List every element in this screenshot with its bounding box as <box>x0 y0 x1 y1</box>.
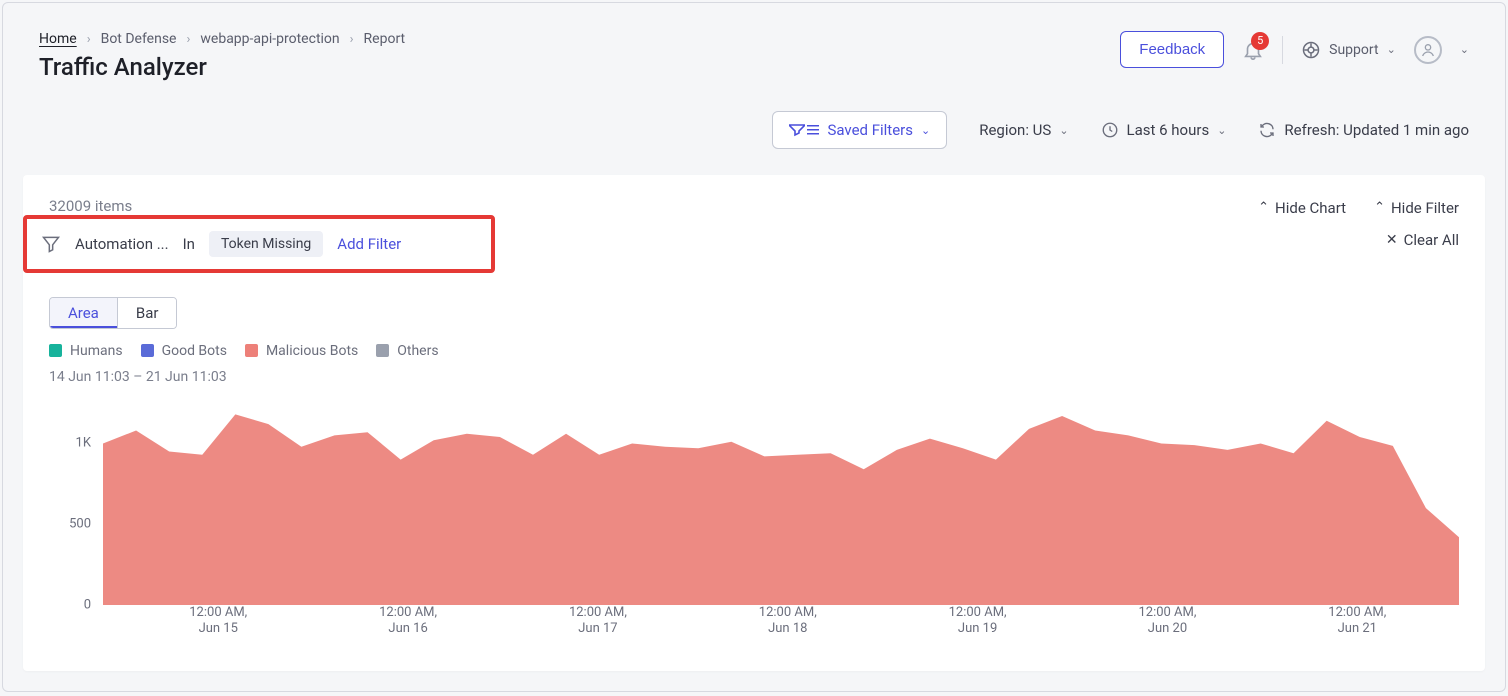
x-tick-label: 12:00 AM,Jun 17 <box>569 605 627 639</box>
chart-legend: Humans Good Bots Malicious Bots Others <box>49 343 1459 359</box>
chevron-right-icon: › <box>350 32 354 47</box>
date-range-label: 14 Jun 11:03 – 21 Jun 11:03 <box>49 369 1459 385</box>
legend-label: Malicious Bots <box>266 343 358 359</box>
hide-filter-button[interactable]: ⌃ Hide Filter <box>1374 199 1459 217</box>
header-bar: Home › Bot Defense › webapp-api-protecti… <box>3 3 1505 93</box>
header-left: Home › Bot Defense › webapp-api-protecti… <box>39 31 405 81</box>
hide-filter-label: Hide Filter <box>1391 199 1459 217</box>
support-menu[interactable]: Support ⌄ <box>1301 40 1396 60</box>
toolbar-row: Saved Filters ⌄ Region: US ⌄ Last 6 hour… <box>3 93 1505 167</box>
legend-item[interactable]: Good Bots <box>141 343 227 359</box>
active-filter-bar: Automation ... In Token Missing Add Filt… <box>23 215 495 273</box>
filter-list-icon <box>789 123 805 137</box>
y-tick-label: 500 <box>69 516 91 531</box>
funnel-icon <box>41 234 61 254</box>
chart-canvas <box>103 395 1459 605</box>
chart-card: 32009 items ⌃ Hide Chart ⌃ Hide Filter A… <box>23 175 1485 671</box>
chevron-down-icon: ⌄ <box>1387 43 1396 56</box>
filter-field-label[interactable]: Automation ... <box>75 235 169 253</box>
legend-label: Good Bots <box>162 343 227 359</box>
breadcrumb-item[interactable]: Bot Defense <box>101 31 177 47</box>
items-count: 32009 items <box>49 197 132 215</box>
clear-all-label: Clear All <box>1404 231 1459 249</box>
chevron-down-icon: ⌄ <box>1217 124 1226 137</box>
breadcrumb-home[interactable]: Home <box>39 31 77 47</box>
user-avatar[interactable] <box>1414 36 1442 64</box>
hide-chart-label: Hide Chart <box>1275 199 1346 217</box>
header-right: Feedback 5 Support ⌄ <box>1120 31 1469 68</box>
x-tick-label: 12:00 AM,Jun 21 <box>1328 605 1386 639</box>
chevron-down-icon: ⌄ <box>921 124 930 137</box>
hide-chart-button[interactable]: ⌃ Hide Chart <box>1258 199 1346 217</box>
region-selector[interactable]: Region: US ⌄ <box>979 121 1068 139</box>
area-chart: 1K5000 12:00 AM,Jun 1512:00 AM,Jun 1612:… <box>49 395 1459 645</box>
close-icon: ✕ <box>1386 232 1398 248</box>
chevron-right-icon: › <box>87 32 91 47</box>
legend-swatch <box>141 344 154 357</box>
card-top-right: ⌃ Hide Chart ⌃ Hide Filter <box>1258 199 1459 217</box>
x-tick-label: 12:00 AM,Jun 19 <box>949 605 1007 639</box>
legend-item[interactable]: Humans <box>49 343 123 359</box>
refresh-button[interactable]: Refresh: Updated 1 min ago <box>1258 121 1469 139</box>
saved-filters-button[interactable]: Saved Filters ⌄ <box>772 111 947 149</box>
notification-badge: 5 <box>1251 32 1269 50</box>
divider <box>1282 36 1283 64</box>
chevron-up-icon: ⌃ <box>1374 200 1385 215</box>
legend-swatch <box>49 344 62 357</box>
x-axis: 12:00 AM,Jun 15 12:00 AM,Jun 16 12:00 AM,J… <box>103 605 1459 645</box>
time-range-selector[interactable]: Last 6 hours ⌄ <box>1101 121 1227 139</box>
legend-swatch <box>376 344 389 357</box>
legend-label: Humans <box>70 343 123 359</box>
area-series-malicious <box>103 414 1459 605</box>
y-axis: 1K 500 0 <box>49 395 99 611</box>
filter-operator-label[interactable]: In <box>183 235 195 253</box>
legend-item[interactable]: Others <box>376 343 438 359</box>
user-icon <box>1420 42 1436 58</box>
x-tick-label: 12:00 AM,Jun 16 <box>379 605 437 639</box>
legend-item[interactable]: Malicious Bots <box>245 343 358 359</box>
notifications-button[interactable]: 5 <box>1242 39 1264 61</box>
toolbar-right: Saved Filters ⌄ Region: US ⌄ Last 6 hour… <box>772 111 1469 149</box>
card-top-row: 32009 items ⌃ Hide Chart ⌃ Hide Filter <box>49 197 1459 217</box>
tab-area[interactable]: Area <box>50 298 118 328</box>
chevron-right-icon: › <box>186 32 190 47</box>
add-filter-button[interactable]: Add Filter <box>337 235 401 253</box>
breadcrumb-item[interactable]: webapp-api-protection <box>200 31 339 47</box>
support-icon <box>1301 40 1321 60</box>
x-tick-label: 12:00 AM,Jun 18 <box>759 605 817 639</box>
refresh-icon <box>1258 121 1276 139</box>
chevron-down-icon[interactable]: ⌄ <box>1460 43 1469 56</box>
refresh-label: Refresh: Updated 1 min ago <box>1284 121 1469 139</box>
filter-value-chip[interactable]: Token Missing <box>209 231 323 257</box>
clock-icon <box>1101 121 1119 139</box>
legend-swatch <box>245 344 258 357</box>
x-tick-label: 12:00 AM,Jun 20 <box>1138 605 1196 639</box>
saved-filters-label: Saved Filters <box>827 121 913 139</box>
list-icon <box>807 124 819 136</box>
y-tick-label: 1K <box>76 435 91 450</box>
feedback-button[interactable]: Feedback <box>1120 31 1224 68</box>
breadcrumb: Home › Bot Defense › webapp-api-protecti… <box>39 31 405 47</box>
breadcrumb-item[interactable]: Report <box>364 31 406 47</box>
page-frame: Home › Bot Defense › webapp-api-protecti… <box>2 2 1506 692</box>
time-range-label: Last 6 hours <box>1127 121 1210 139</box>
chevron-down-icon: ⌄ <box>1059 124 1068 137</box>
page-title: Traffic Analyzer <box>39 53 405 81</box>
legend-label: Others <box>397 343 438 359</box>
tab-bar[interactable]: Bar <box>118 298 177 328</box>
chart-type-toggle: Area Bar <box>49 297 177 329</box>
y-tick-label: 0 <box>84 597 91 612</box>
x-tick-label: 12:00 AM,Jun 15 <box>189 605 247 639</box>
support-label: Support <box>1329 42 1378 58</box>
chevron-up-icon: ⌃ <box>1258 200 1269 215</box>
region-label: Region: US <box>979 121 1051 139</box>
